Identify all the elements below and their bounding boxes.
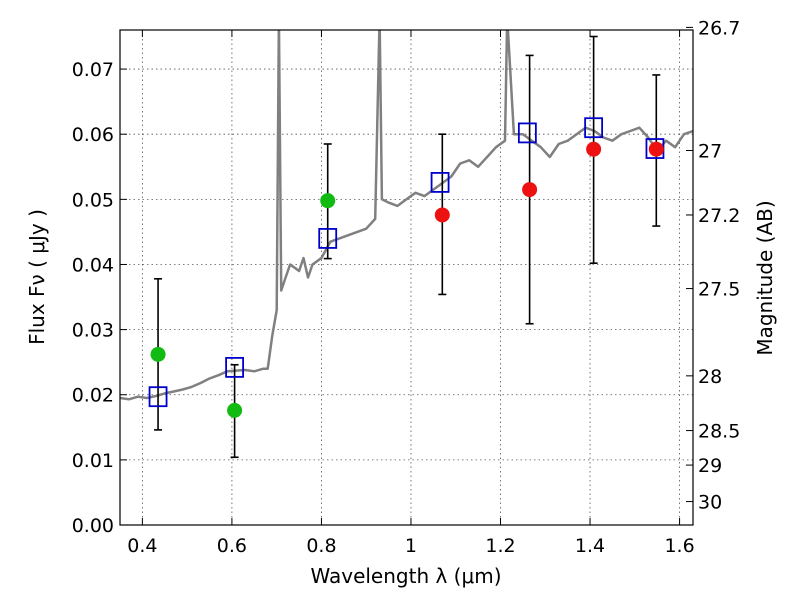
model-photometry-square: [584, 117, 604, 139]
x-tick-label: 1.4: [575, 535, 605, 557]
observed-optical-point: [227, 402, 243, 418]
x-tick-label: 1.6: [664, 535, 694, 557]
x-tick-label: 1.2: [485, 535, 515, 557]
y-tick-label: 0.06: [72, 124, 114, 146]
observed-optical-point: [320, 193, 336, 209]
plot-frame: [119, 29, 694, 526]
x-axis-title: Wavelength λ (μm): [310, 564, 501, 588]
x-tick-label: 0.4: [127, 535, 157, 557]
x-tick-label: 0.8: [306, 535, 336, 557]
right-tick-label: 28: [698, 366, 722, 388]
model-photometry-points: [148, 117, 665, 408]
x-tick-label: 0.6: [217, 535, 247, 557]
observed-optical-point: [150, 346, 166, 362]
y-tick-label: 0.02: [72, 385, 114, 407]
observed-nir-point: [648, 141, 664, 157]
right-tick-label: 27.5: [698, 279, 740, 301]
axis-ticks: [120, 26, 693, 526]
plot-background: [120, 30, 693, 525]
right-tick-label: 27: [698, 140, 722, 162]
right-tick-label: 28.5: [698, 421, 740, 443]
y-tick-label: 0.03: [72, 320, 114, 342]
model-photometry-square: [430, 172, 450, 193]
right-tick-label: 27.2: [698, 205, 740, 227]
model-spectrum: [120, 30, 693, 401]
y-axis-title-right: Magnitude (AB): [753, 200, 777, 355]
model-photometry-square: [318, 228, 338, 249]
observed-nir-point: [586, 141, 602, 157]
right-tick-label: 26.7: [698, 17, 740, 39]
y-tick-label: 0.05: [72, 189, 114, 211]
right-tick-label: 30: [698, 492, 722, 514]
y-tick-label: 0.07: [72, 59, 114, 81]
observed-nir-point: [434, 207, 450, 223]
right-tick-label: 29: [698, 455, 722, 477]
tick-labels: 0.4 0.6 0.8 1 1.2 1.4 1.6 0.00 0.01 0.02 0.03 0.04 0…: [72, 17, 741, 557]
observed-points: [150, 141, 664, 418]
observed-nir-point: [522, 182, 538, 198]
model-photometry-square: [517, 122, 537, 144]
y-tick-label: 0.00: [72, 515, 114, 537]
x-tick-label: 1: [405, 535, 417, 557]
y-axis-title: Flux Fν ( μJy ): [25, 209, 49, 345]
y-tick-label: 0.01: [72, 450, 114, 472]
model-photometry-square: [225, 356, 245, 378]
model-spectrum-line: [120, 30, 693, 401]
y-tick-label: 0.04: [72, 254, 114, 276]
model-photometry-square: [148, 386, 168, 408]
